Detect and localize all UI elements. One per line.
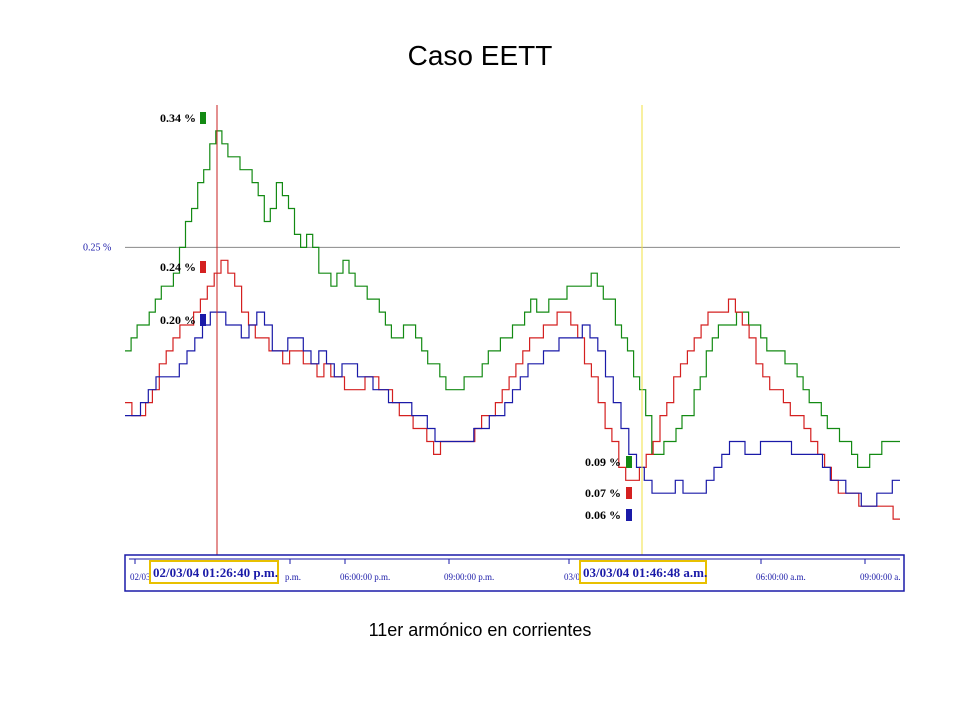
chart-title: Caso EETT bbox=[407, 40, 553, 71]
readout-left-blue: 0.20 % bbox=[160, 313, 196, 327]
x-tick-label: 09:00:00 a. bbox=[860, 572, 901, 582]
readout-left-red: 0.24 % bbox=[160, 260, 196, 274]
cursor-left-timestamp: 02/03/04 01:26:40 p.m. bbox=[153, 565, 278, 580]
readout-right-green: 0.09 % bbox=[585, 455, 621, 469]
readout-marker-left-green bbox=[200, 112, 206, 124]
cursor-right-time-box bbox=[579, 560, 707, 584]
cursor-left-time-box bbox=[149, 560, 279, 584]
readout-marker-left-red bbox=[200, 261, 206, 273]
readout-left-green: 0.34 % bbox=[160, 111, 196, 125]
chart-caption: 11er armónico en corrientes bbox=[368, 620, 592, 640]
readout-marker-left-blue bbox=[200, 314, 206, 326]
readout-marker-right-blue bbox=[626, 509, 632, 521]
readout-marker-right-green bbox=[626, 456, 632, 468]
x-tick-label: 03/03 bbox=[564, 572, 585, 582]
x-tick-label: 06:00:00 p.m. bbox=[340, 572, 390, 582]
cursor-right-timestamp: 03/03/04 01:46:48 a.m. bbox=[583, 565, 707, 580]
readout-marker-right-red bbox=[626, 487, 632, 499]
x-tick-label: 06:00:00 a.m. bbox=[756, 572, 806, 582]
time-axis: 02/03 p.m. 06:00:00 p.m. 09:00:00 p.m. 03/03… bbox=[124, 554, 905, 592]
x-tick-label: 09:00:00 p.m. bbox=[444, 572, 494, 582]
x-tick-label: 02/03 bbox=[130, 572, 151, 582]
reference-line-label: 0.25 % bbox=[83, 242, 111, 253]
series-line-green bbox=[125, 130, 900, 468]
readout-right-red: 0.07 % bbox=[585, 486, 621, 500]
series-line-red bbox=[125, 259, 900, 520]
plot-area: 0.25 % 0.34 % 0.24 % 0.20 % 0.09 % 0.07 % 0.06… bbox=[83, 105, 900, 590]
readout-right-blue: 0.06 % bbox=[585, 508, 621, 522]
series-line-blue bbox=[125, 311, 900, 507]
x-tick-label: p.m. bbox=[285, 572, 301, 582]
